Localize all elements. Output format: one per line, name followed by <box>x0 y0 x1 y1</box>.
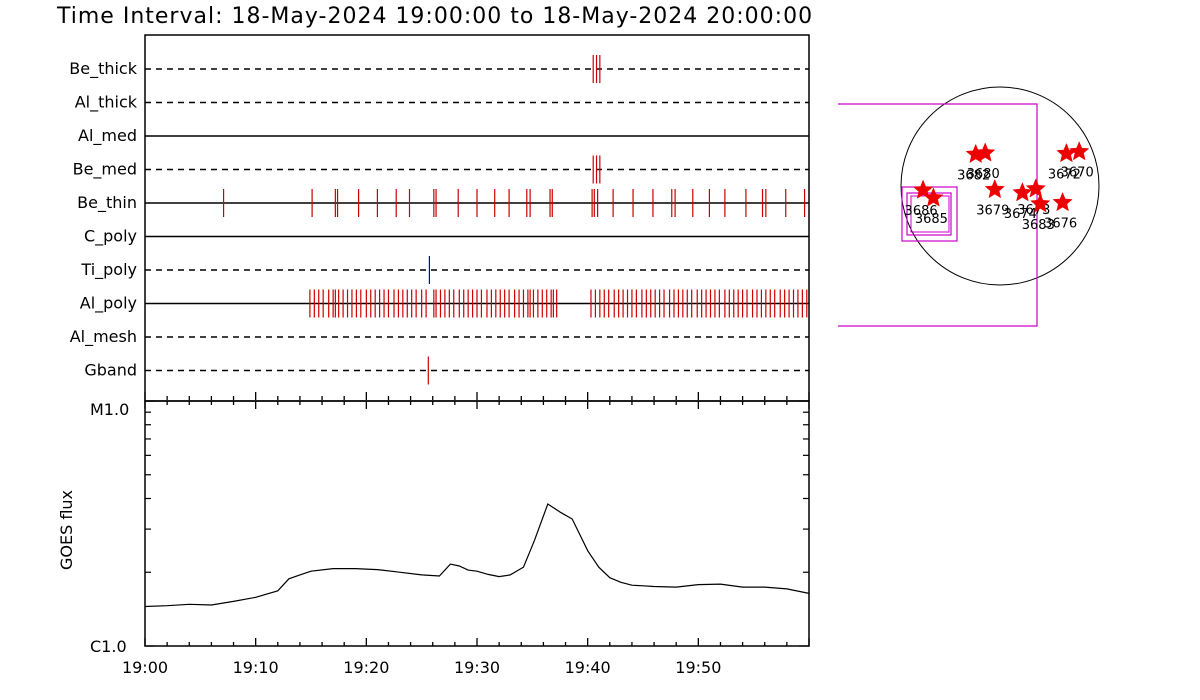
active-region-star <box>1025 178 1046 198</box>
channel-label-c-poly: C_poly <box>84 227 137 247</box>
active-region-star <box>1069 141 1090 161</box>
active-region-star <box>1030 193 1051 213</box>
active-region-label: 3679 <box>976 204 1009 219</box>
goes-panel: GOES flux M1.0 C1.0 19:00 19:10 19:20 19:30… <box>57 392 810 677</box>
channel-labels: Be_thick Al_thick Al_med Be_med Be_thin C_pol… <box>69 59 137 380</box>
channel-label-al-med: Al_med <box>78 126 137 146</box>
active-region-label: 3670 <box>1061 166 1094 181</box>
active-region-star <box>984 178 1005 199</box>
goes-panel-frame <box>144 400 810 647</box>
goes-flux-series-line <box>144 503 810 608</box>
goes-x-tick-label: 19:50 <box>675 658 721 677</box>
channel-label-ti-poly: Ti_poly <box>80 260 137 280</box>
goes-x-tick-label: 19:40 <box>565 658 611 677</box>
goes-x-ticks <box>144 392 810 646</box>
event-panel-frame <box>144 34 810 402</box>
active-region-label: 3685 <box>915 212 948 227</box>
active-region-label: 3683 <box>1022 218 1055 233</box>
active-region-label: 3686 <box>905 204 938 219</box>
goes-y-label: GOES flux <box>57 490 76 570</box>
goes-y-ticks <box>145 400 809 647</box>
active-region-label: 3682 <box>957 168 990 183</box>
active-region-star <box>1052 191 1073 212</box>
event-ticks <box>222 55 808 385</box>
active-region-star <box>975 142 996 162</box>
fov-box-inner <box>906 192 952 236</box>
active-region-star <box>1012 182 1033 202</box>
solar-limb <box>900 86 1100 286</box>
goes-y-tick-label-top: M1.0 <box>90 400 129 419</box>
active-region-label: 3672 <box>1048 168 1081 183</box>
goes-x-tick-label: 19:20 <box>343 658 389 677</box>
event-panel: Be_thick Al_thick Al_med Be_med Be_thin C_pol… <box>69 34 810 402</box>
channel-label-al-mesh: Al_mesh <box>70 327 137 347</box>
channel-label-be-thin: Be_thin <box>77 193 137 213</box>
channel-label-al-poly: Al_poly <box>80 294 137 314</box>
active-region-star <box>923 187 944 207</box>
active-region-label: 3674 <box>1004 207 1037 222</box>
goes-x-tick-label: 19:00 <box>122 658 168 677</box>
active-region-star <box>912 179 934 199</box>
goes-x-tick-label: 19:10 <box>233 658 279 677</box>
goes-y-tick-label-bottom: C1.0 <box>90 637 127 656</box>
active-region-label: 3676 <box>1044 217 1077 232</box>
goes-x-tick-label: 19:30 <box>454 658 500 677</box>
channel-lines <box>145 68 809 372</box>
active-region-label: 3680 <box>967 167 1000 182</box>
active-region-star <box>1056 142 1077 163</box>
fov-large-box <box>838 103 1038 327</box>
channel-label-be-thick: Be_thick <box>69 59 137 79</box>
channel-label-al-thick: Al_thick <box>75 93 138 113</box>
goes-x-tick-labels: 19:00 19:10 19:20 19:30 19:40 19:50 <box>122 658 721 677</box>
channel-label-be-med: Be_med <box>73 160 137 180</box>
channel-label-gband: Gband <box>84 361 137 380</box>
chart-title: Time Interval: 18-May-2024 19:00:00 to 1… <box>56 4 813 29</box>
